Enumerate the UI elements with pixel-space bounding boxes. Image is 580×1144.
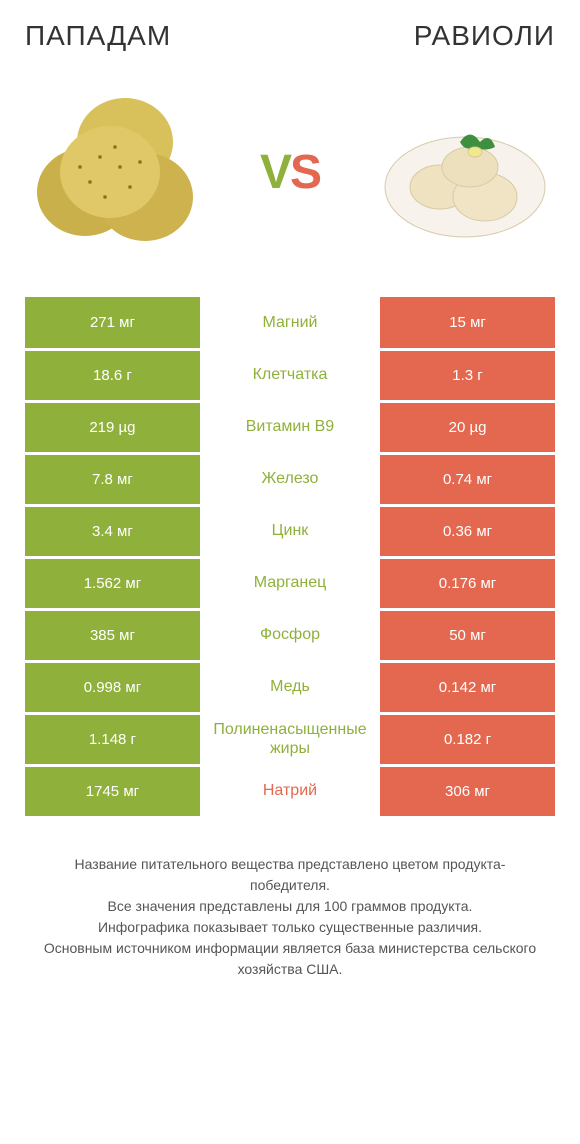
left-value-cell: 219 µg bbox=[25, 401, 200, 453]
infographic-container: ПАПАДАМ РАВИОЛИ VS bbox=[0, 0, 580, 1000]
left-value-cell: 0.998 мг bbox=[25, 661, 200, 713]
nutrient-label-cell: Натрий bbox=[200, 765, 380, 817]
right-value-cell: 0.142 мг bbox=[380, 661, 555, 713]
table-row: 18.6 гКлетчатка1.3 г bbox=[25, 349, 555, 401]
comparison-table: 271 мгМагний15 мг18.6 гКлетчатка1.3 г219… bbox=[25, 297, 555, 819]
table-row: 3.4 мгЦинк0.36 мг bbox=[25, 505, 555, 557]
footnote: Название питательного вещества представл… bbox=[25, 854, 555, 980]
table-row: 271 мгМагний15 мг bbox=[25, 297, 555, 349]
right-food-title: РАВИОЛИ bbox=[414, 20, 555, 52]
left-value-cell: 7.8 мг bbox=[25, 453, 200, 505]
right-value-cell: 1.3 г bbox=[380, 349, 555, 401]
right-value-cell: 50 мг bbox=[380, 609, 555, 661]
left-value-cell: 1745 мг bbox=[25, 765, 200, 817]
vs-row: VS bbox=[25, 82, 555, 262]
footnote-line: Основным источником информации является … bbox=[35, 938, 545, 980]
table-row: 219 µgВитамин B920 µg bbox=[25, 401, 555, 453]
left-value-cell: 271 мг bbox=[25, 297, 200, 349]
nutrient-label-cell: Цинк bbox=[200, 505, 380, 557]
nutrient-label-cell: Магний bbox=[200, 297, 380, 349]
right-value-cell: 306 мг bbox=[380, 765, 555, 817]
table-row: 1745 мгНатрий306 мг bbox=[25, 765, 555, 817]
table-row: 1.148 гПолиненасыщенные жиры0.182 г bbox=[25, 713, 555, 765]
left-value-cell: 1.148 г bbox=[25, 713, 200, 765]
table-row: 385 мгФосфор50 мг bbox=[25, 609, 555, 661]
right-value-cell: 0.36 мг bbox=[380, 505, 555, 557]
ravioli-icon bbox=[380, 87, 550, 257]
table-row: 1.562 мгМарганец0.176 мг bbox=[25, 557, 555, 609]
right-value-cell: 0.74 мг bbox=[380, 453, 555, 505]
nutrient-label-cell: Фосфор bbox=[200, 609, 380, 661]
right-value-cell: 20 µg bbox=[380, 401, 555, 453]
vs-badge: VS bbox=[260, 145, 320, 200]
nutrient-label-cell: Витамин B9 bbox=[200, 401, 380, 453]
left-food-image bbox=[25, 82, 205, 262]
nutrient-label-cell: Клетчатка bbox=[200, 349, 380, 401]
footnote-line: Все значения представлены для 100 граммо… bbox=[35, 896, 545, 917]
nutrient-label-cell: Железо bbox=[200, 453, 380, 505]
left-value-cell: 3.4 мг bbox=[25, 505, 200, 557]
vs-s-letter: S bbox=[290, 146, 320, 199]
left-food-title: ПАПАДАМ bbox=[25, 20, 171, 52]
footnote-line: Инфографика показывает только существенн… bbox=[35, 917, 545, 938]
table-row: 0.998 мгМедь0.142 мг bbox=[25, 661, 555, 713]
left-value-cell: 1.562 мг bbox=[25, 557, 200, 609]
header-row: ПАПАДАМ РАВИОЛИ bbox=[25, 20, 555, 52]
left-value-cell: 385 мг bbox=[25, 609, 200, 661]
nutrient-label-cell: Полиненасыщенные жиры bbox=[200, 713, 380, 765]
footnote-line: Название питательного вещества представл… bbox=[35, 854, 545, 896]
nutrient-label-cell: Медь bbox=[200, 661, 380, 713]
right-value-cell: 0.182 г bbox=[380, 713, 555, 765]
right-value-cell: 15 мг bbox=[380, 297, 555, 349]
right-value-cell: 0.176 мг bbox=[380, 557, 555, 609]
vs-v-letter: V bbox=[260, 146, 290, 199]
table-row: 7.8 мгЖелезо0.74 мг bbox=[25, 453, 555, 505]
right-food-image bbox=[375, 82, 555, 262]
left-value-cell: 18.6 г bbox=[25, 349, 200, 401]
nutrient-label-cell: Марганец bbox=[200, 557, 380, 609]
papadam-icon bbox=[30, 87, 200, 257]
